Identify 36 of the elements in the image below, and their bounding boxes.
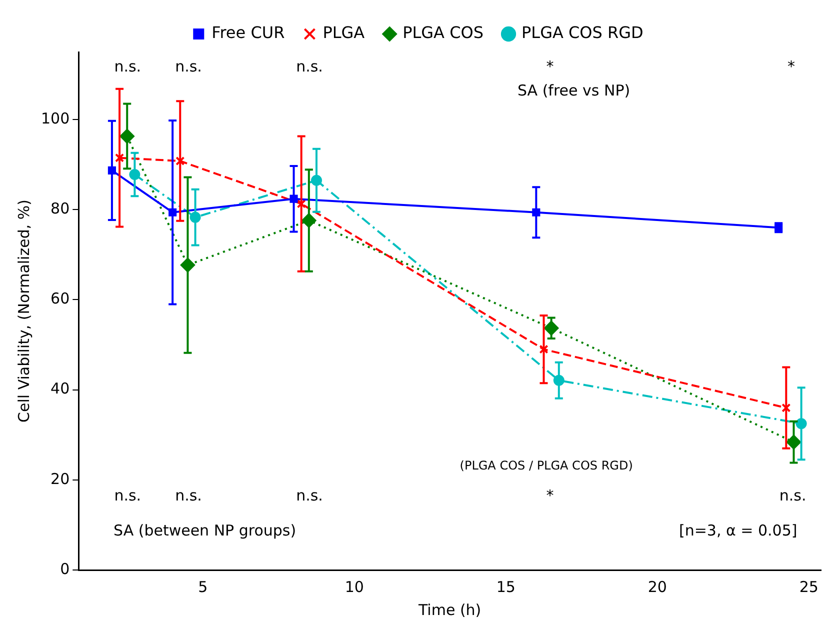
x-tick-label: 20: [648, 578, 667, 596]
y-tick-label: 100: [40, 109, 70, 128]
annotation: [n=3, α = 0.05]: [678, 522, 798, 540]
annotation: n.s.: [175, 57, 202, 76]
annotation: n.s.: [779, 486, 806, 504]
y-tick-label: 60: [50, 290, 70, 308]
legend-label: PLGA: [322, 23, 365, 42]
annotation: *: [788, 57, 796, 76]
annotation: n.s.: [114, 57, 142, 76]
legend-label: PLGA COS: [402, 23, 484, 42]
point: [782, 403, 791, 412]
annotation: n.s.: [296, 486, 323, 504]
point: [176, 156, 185, 166]
annotation: n.s.: [175, 486, 202, 504]
annotation: n.s.: [114, 486, 142, 504]
point: [296, 199, 306, 208]
y-axis-title: Cell Viability, (Normalized, %): [14, 200, 33, 422]
annotation: *: [546, 57, 554, 76]
y-tick-label: 20: [50, 470, 70, 488]
x-tick-label: 5: [198, 578, 208, 596]
annotation: SA (free vs NP): [517, 81, 630, 100]
point: [539, 344, 548, 354]
annotation: SA (between NP groups): [114, 522, 296, 540]
x-axis-title: Time (h): [417, 600, 482, 619]
annotation: *: [546, 486, 554, 504]
x-tick-label: 15: [496, 578, 516, 596]
x-tick-label: 10: [344, 578, 364, 596]
point: [115, 153, 124, 162]
y-tick-label: 80: [50, 200, 70, 218]
y-tick-label: 40: [50, 380, 70, 398]
y-tick-label: 0: [60, 560, 70, 578]
legend-label: PLGA COS RGD: [522, 23, 644, 42]
x-tick-label: 25: [799, 578, 818, 596]
annotation: (PLGA COS / PLGA COS RGD): [460, 458, 633, 473]
annotation: n.s.: [296, 57, 323, 76]
legend-label: Free CUR: [212, 23, 285, 42]
